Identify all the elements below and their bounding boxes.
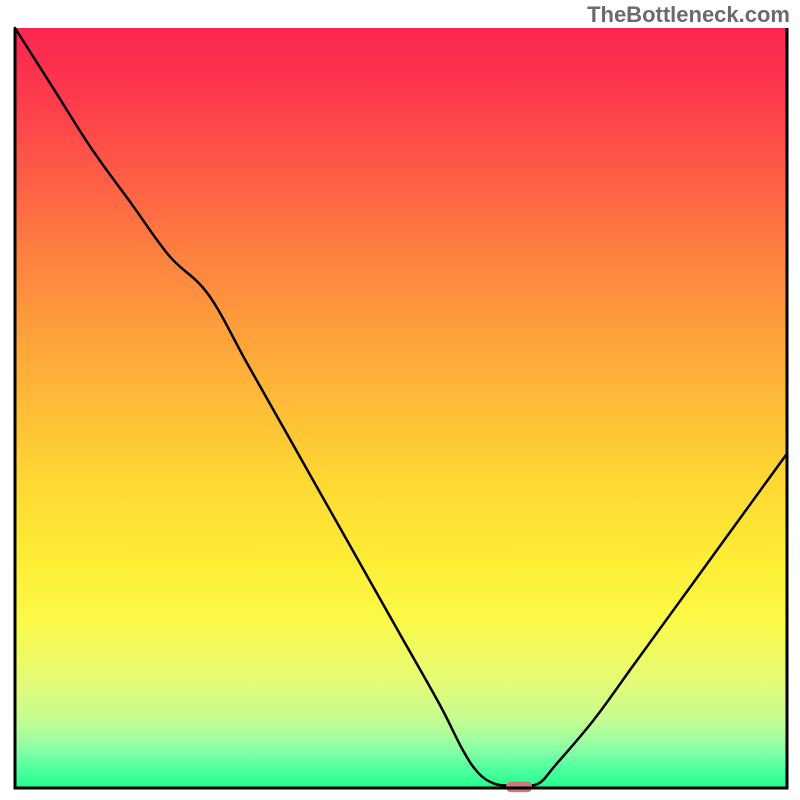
chart-canvas bbox=[0, 0, 800, 800]
gradient-background bbox=[15, 28, 787, 788]
watermark-text: TheBottleneck.com bbox=[587, 2, 790, 28]
bottleneck-chart: TheBottleneck.com bbox=[0, 0, 800, 800]
